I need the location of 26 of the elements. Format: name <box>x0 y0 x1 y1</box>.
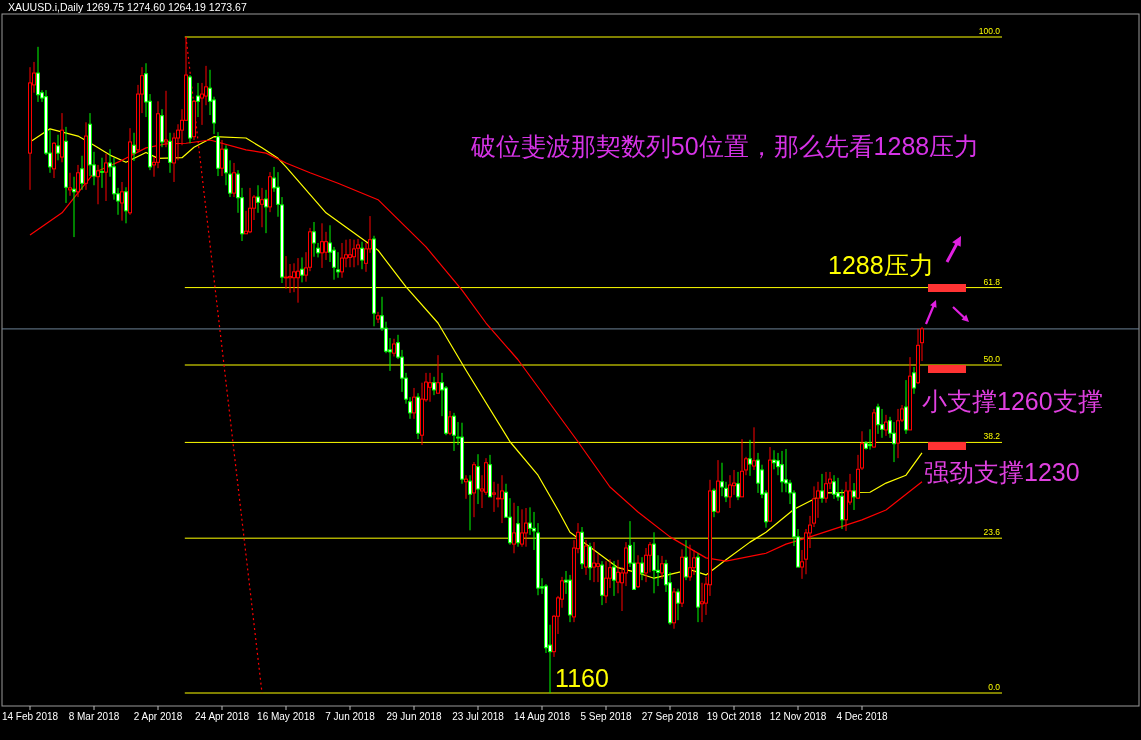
ref-line-label: 50.0 <box>983 354 1001 364</box>
x-tick-label: 14 Feb 2018 <box>1 711 59 722</box>
annotation: 1288压力 <box>828 251 934 279</box>
ref-line-label: 23.6 <box>983 527 1001 538</box>
x-tick-label: 4 Dec 2018 <box>836 711 889 722</box>
x-tick-label: 2 Apr 2018 <box>133 711 183 722</box>
x-tick-label: 7 Jun 2018 <box>325 711 376 722</box>
ref-line-label: 0.0 <box>988 682 1001 692</box>
x-tick-label: 12 Nov 2018 <box>769 711 827 722</box>
x-tick-label: 23 Jul 2018 <box>452 711 505 722</box>
x-tick-label: 8 Mar 2018 <box>68 711 120 722</box>
chart-title: XAUUSD.i,Daily 1269.75 1274.60 1264.19 1273.67 <box>8 1 247 13</box>
x-tick-label: 29 Jun 2018 <box>386 711 442 722</box>
x-tick-label: 19 Oct 2018 <box>706 711 762 722</box>
annotation: 小支撑1260支撑 <box>922 387 1103 415</box>
x-tick-label: 14 Aug 2018 <box>513 711 571 722</box>
ref-line-label: 61.8 <box>983 276 1001 287</box>
annotation: 破位斐波那契数列50位置，那么先看1288压力 <box>469 132 980 160</box>
x-tick-label: 24 Apr 2018 <box>195 711 250 722</box>
x-tick-label: 16 May 2018 <box>257 711 316 722</box>
annotation: 强劲支撑1230 <box>924 458 1080 486</box>
x-tick-label: 5 Sep 2018 <box>580 711 633 722</box>
ref-line-label: 38.2 <box>983 431 1001 442</box>
ref-line-label: 100.0 <box>978 26 1001 36</box>
x-tick-label: 27 Sep 2018 <box>641 711 699 722</box>
annotation: 1160 <box>555 664 609 692</box>
